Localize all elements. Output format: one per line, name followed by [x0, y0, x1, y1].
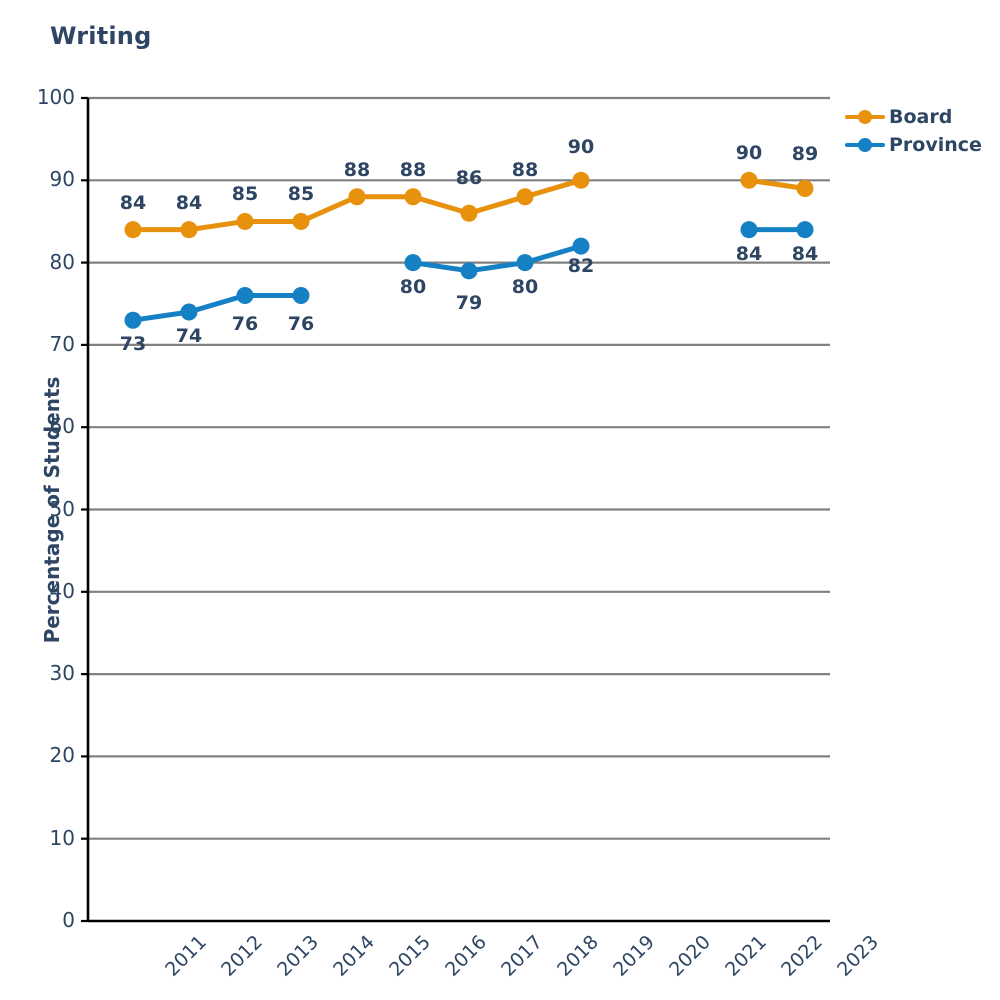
- data-point-label: 88: [343, 158, 371, 181]
- y-tick-label: 80: [49, 249, 75, 274]
- y-tick-label: 70: [49, 331, 75, 356]
- data-point-label: 73: [119, 333, 147, 356]
- legend-label: Board: [889, 106, 953, 128]
- legend: Board Province: [845, 103, 982, 159]
- data-point-label: 85: [287, 183, 315, 206]
- data-point-label: 85: [231, 183, 259, 206]
- y-tick-label: 50: [49, 496, 75, 521]
- data-point-label: 80: [511, 275, 539, 298]
- y-tick-label: 0: [62, 908, 75, 932]
- y-tick-label: 30: [49, 661, 75, 686]
- data-point-label: 88: [511, 158, 539, 181]
- legend-item-board[interactable]: Board: [845, 103, 982, 131]
- y-tick-label: 100: [36, 85, 75, 109]
- data-point-label: 90: [567, 136, 595, 159]
- y-tick-label: 40: [49, 578, 75, 603]
- data-point-label: 84: [175, 191, 203, 214]
- data-point-label: 89: [791, 142, 819, 165]
- y-tick-label: 10: [49, 825, 75, 850]
- y-tick-label: 60: [49, 414, 75, 439]
- data-point-label: 88: [399, 158, 427, 181]
- data-point-label: 82: [567, 255, 595, 278]
- y-tick-label: 90: [49, 167, 75, 192]
- data-point-label: 80: [399, 275, 427, 298]
- legend-item-province[interactable]: Province: [845, 131, 982, 159]
- legend-label: Province: [889, 134, 982, 156]
- data-point-label: 79: [455, 291, 483, 314]
- data-point-label: 74: [175, 324, 203, 347]
- legend-marker-icon: [845, 135, 885, 155]
- data-point-label: 84: [735, 242, 763, 265]
- legend-marker-icon: [845, 107, 885, 127]
- data-point-label: 84: [791, 242, 819, 265]
- data-point-label: 76: [231, 312, 259, 335]
- data-point-label: 84: [119, 191, 147, 214]
- data-point-label: 86: [455, 167, 483, 190]
- data-point-label: 76: [287, 312, 315, 335]
- y-tick-label: 20: [49, 743, 75, 768]
- data-point-label: 90: [735, 142, 763, 165]
- page-title: Writing: [50, 22, 152, 50]
